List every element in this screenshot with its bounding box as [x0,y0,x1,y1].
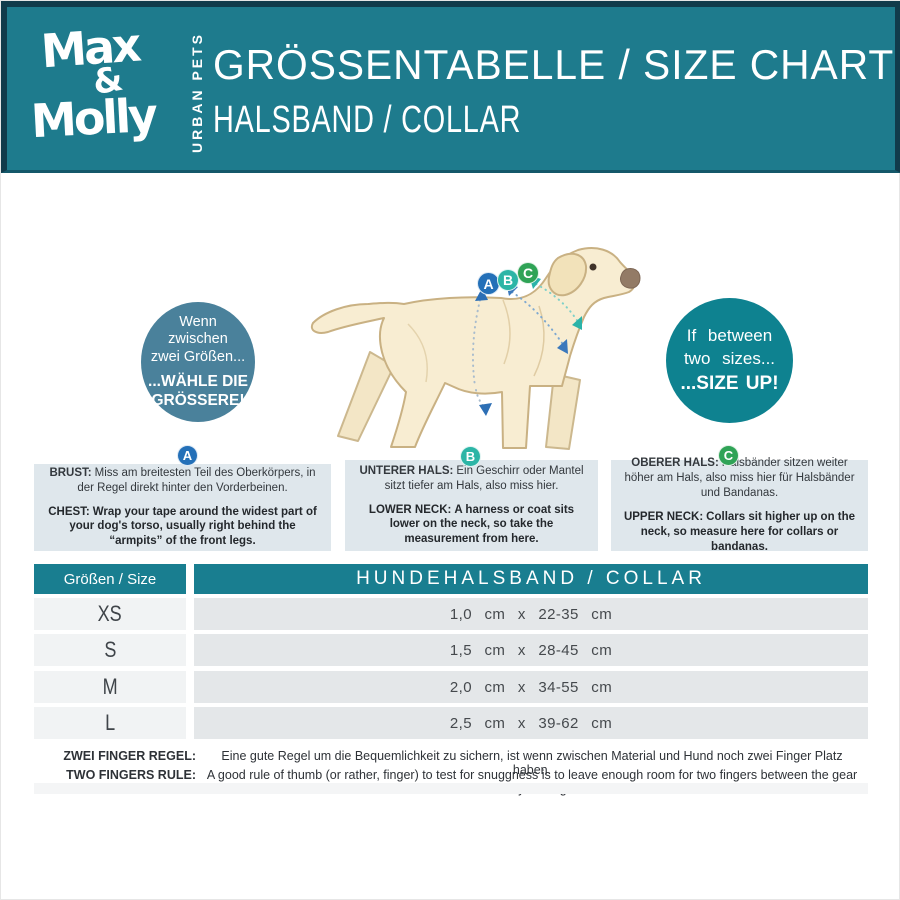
table-row-l-size: L [34,707,186,739]
section-c-badge: C [718,445,739,466]
table-row-s-value: 1,5 cm x 28-45 cm [194,634,868,666]
lower-neck-english-label: LOWER NECK: [368,503,452,516]
info-box-upper-neck: OBERER HALS: Halsbänder sitzen weiter höh… [611,457,868,553]
footer-english-label: TWO FINGERS RULE: [66,768,196,782]
dog-far-hind-leg [337,351,395,442]
lower-neck-german-text: Ein Geschirr oder Mantel sitzt tiefer am… [384,464,584,492]
measure-c-arrow-bottom [572,316,582,330]
tip-english-text: If between two sizes... [683,325,776,368]
dog-shoulder-crease [533,305,545,377]
page-subtitle: HALSBAND / COLLAR [213,99,522,141]
dog-marker-b: B [497,269,519,291]
tip-circle-german: Wenn zwischen zwei Größen... ...WÄHLE DI… [141,302,255,422]
table-header-size: Größen / Size [34,564,186,594]
measure-b-arrow-bottom [557,339,568,354]
logo-word-molly: Molly [29,87,157,149]
tip-german-text: Wenn zwischen zwei Größen... [150,313,246,365]
chest-german: BRUST: Miss am breitesten Teil des Oberkö… [44,466,321,496]
dog-illustration [310,247,641,450]
footer-german-text: Eine gute Regel um die Bequemlichkeit zu… [221,749,843,777]
dog-neck-crease [502,299,511,365]
tip-circle-english: If between two sizes... ...SIZE UP! [666,298,793,423]
dog-ear [547,252,588,297]
logo-tagline: URBAN PETS [189,31,205,153]
info-box-chest: BRUST: Miss am breitesten Teil des Oberkö… [34,464,331,551]
upper-neck-english: UPPER NECK: Collars sit higher up on the … [621,510,858,555]
tip-german-bold: ...WÄHLE DIE GRÖSSERE! [148,372,248,409]
lower-neck-english: LOWER NECK: A harness or coat sits lower … [355,503,588,548]
measure-b-line [511,291,565,347]
size-label: L [104,710,116,735]
page-title: GRÖSSENTABELLE / SIZE CHART [213,41,895,88]
measure-a-line [471,299,481,387]
size-label: XS [97,601,123,626]
size-label: M [102,674,118,699]
upper-neck-german: OBERER HALS: Halsbänder sitzen weiter höh… [621,456,858,501]
measure-a-arrow-bottom [479,403,492,416]
dog-marker-a: A [477,272,500,295]
dog-haunch-crease [407,323,428,383]
size-label: S [103,637,117,662]
dog-marker-c: C [517,262,539,284]
upper-neck-english-label: UPPER NECK: [623,511,704,523]
measure-a-arrow-top [475,288,488,301]
dog-nose [620,268,641,289]
brand-logo: Max & Molly URBAN PETS [29,17,205,167]
header-bar: Max & Molly URBAN PETS GRÖSSENTABELLE / … [1,1,900,173]
table-row-m-size: M [34,671,186,703]
section-a-badge: A [177,445,198,466]
lower-neck-german: UNTERER HALS: Ein Geschirr oder Mantel si… [355,464,588,494]
table-header-product: HUNDEHALSBAND / COLLAR [194,564,868,594]
footer-german-label: ZWEI FINGER REGEL: [63,749,196,763]
chest-german-text: Miss am breitesten Teil des Oberkörpers,… [77,466,316,494]
dog-eye [589,263,597,271]
chest-english-label: CHEST: [48,505,90,518]
upper-neck-german-text: Halsbänder sitzen weiter höher am Hals, … [624,457,855,500]
table-row-xs-size: XS [34,598,186,630]
chest-german-label: BRUST: [49,466,92,479]
chest-english: CHEST: Wrap your tape around the widest p… [44,505,321,550]
table-row-xs-value: 1,0 cm x 22-35 cm [194,598,868,630]
info-box-lower-neck: UNTERER HALS: Ein Geschirr oder Mantel si… [345,460,598,551]
tip-english-bold: ...SIZE UP! [680,372,779,394]
lower-neck-english-text: A harness or coat sits lower on the neck… [389,503,575,546]
measure-c-line [535,283,579,323]
chest-english-text: Wrap your tape around the widest part of… [69,505,317,548]
upper-neck-german-label: OBERER HALS: [631,457,719,470]
upper-neck-english-text: Collars sit higher up on the neck, so me… [640,511,856,553]
lower-neck-german-label: UNTERER HALS: [359,464,454,477]
dog-far-front-leg [545,373,581,450]
table-row-m-value: 2,0 cm x 34-55 cm [194,671,868,703]
table-row-l-value: 2,5 cm x 39-62 cm [194,707,868,739]
table-row-s-size: S [34,634,186,666]
footer-divider-strip [34,783,868,794]
section-b-badge: B [460,446,481,467]
